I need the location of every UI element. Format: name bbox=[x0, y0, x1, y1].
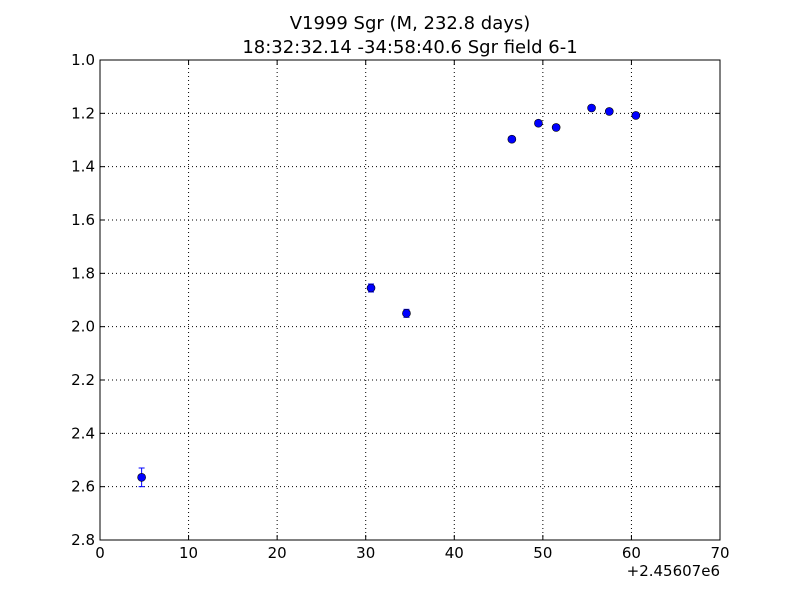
data-point bbox=[631, 111, 641, 120]
x-tick-label: 70 bbox=[710, 544, 729, 562]
y-tick-label: 1.2 bbox=[71, 104, 95, 122]
y-tick-label: 2.4 bbox=[71, 424, 95, 442]
x-tick-label: 60 bbox=[622, 544, 641, 562]
data-point bbox=[137, 473, 146, 482]
x-tick-label: 40 bbox=[445, 544, 464, 562]
y-tick-label: 1.6 bbox=[71, 211, 95, 229]
plot-frame bbox=[99, 59, 721, 541]
data-point bbox=[402, 309, 411, 318]
data-point bbox=[366, 283, 376, 293]
y-tick-label: 2.0 bbox=[71, 318, 95, 336]
tick-layer: 0 10 20 30 40 50 60 70 1.0 1.2 1.4 1.6 1.8 2.0 2.2 2.4 2… bbox=[71, 51, 729, 562]
data-point bbox=[507, 134, 517, 144]
data-point bbox=[551, 123, 561, 132]
y-tick-label: 2.8 bbox=[71, 531, 95, 549]
data-layer bbox=[137, 103, 641, 488]
data-point bbox=[587, 103, 596, 113]
y-tick-label: 1.0 bbox=[71, 51, 95, 69]
x-tick-label: 50 bbox=[533, 544, 552, 562]
y-tick-label: 2.6 bbox=[71, 478, 95, 496]
x-offset-label: +2.45607e6 bbox=[627, 562, 720, 580]
x-tick-label: 30 bbox=[356, 544, 375, 562]
data-point bbox=[534, 118, 543, 128]
y-tick-label: 1.8 bbox=[71, 264, 95, 282]
x-tick-label: 0 bbox=[95, 544, 105, 562]
chart-subtitle: 18:32:32.14 -34:58:40.6 Sgr field 6-1 bbox=[242, 37, 577, 58]
chart-title: V1999 Sgr (M, 232.8 days) bbox=[290, 13, 531, 34]
y-tick-label: 2.2 bbox=[71, 371, 95, 389]
x-tick-label: 20 bbox=[268, 544, 287, 562]
grid-layer bbox=[100, 60, 720, 540]
y-tick-label: 1.4 bbox=[71, 158, 95, 176]
x-tick-label: 10 bbox=[179, 544, 198, 562]
data-point bbox=[604, 107, 614, 116]
